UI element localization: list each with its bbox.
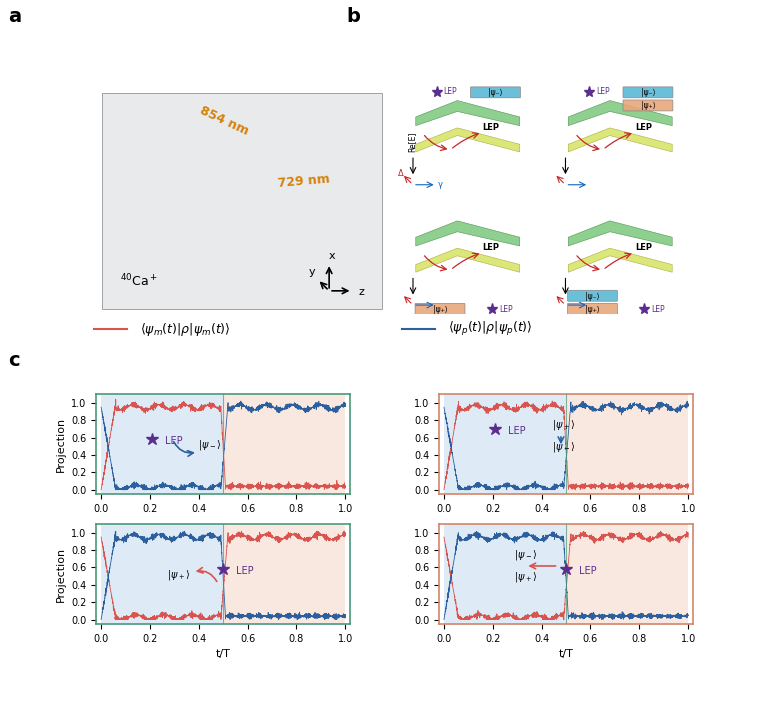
Text: y: y — [309, 267, 316, 277]
Text: Re[E]: Re[E] — [407, 132, 417, 152]
Text: a: a — [8, 7, 21, 26]
Bar — [444, 394, 566, 494]
Bar — [101, 524, 223, 624]
Y-axis label: Projection: Projection — [55, 416, 65, 472]
Polygon shape — [416, 100, 520, 125]
Text: 729 nm: 729 nm — [276, 173, 330, 191]
Text: γ: γ — [438, 180, 443, 189]
Bar — [223, 524, 345, 624]
Text: LEP: LEP — [482, 243, 499, 252]
Bar — [101, 394, 223, 494]
Bar — [566, 524, 688, 624]
FancyBboxPatch shape — [415, 304, 465, 314]
Text: Δ: Δ — [398, 169, 403, 178]
Text: LEP: LEP — [596, 87, 610, 96]
Polygon shape — [416, 221, 520, 246]
FancyBboxPatch shape — [567, 304, 618, 314]
Text: |ψ₋⟩: |ψ₋⟩ — [641, 88, 655, 97]
Text: c: c — [8, 350, 19, 369]
Text: LEP: LEP — [507, 426, 525, 436]
X-axis label: t/T: t/T — [558, 649, 574, 659]
Text: LEP: LEP — [579, 566, 596, 576]
Bar — [223, 394, 345, 494]
Polygon shape — [568, 128, 672, 152]
Text: 854 nm: 854 nm — [198, 104, 251, 137]
FancyBboxPatch shape — [470, 87, 521, 98]
FancyBboxPatch shape — [623, 87, 673, 98]
Text: $\langle\psi_m(t)|\rho|\psi_m(t)\rangle$: $\langle\psi_m(t)|\rho|\psi_m(t)\rangle$ — [140, 321, 231, 338]
Text: LEP: LEP — [651, 305, 665, 313]
Text: |ψ₊⟩: |ψ₊⟩ — [433, 305, 447, 314]
Text: b: b — [346, 7, 360, 26]
Text: LEP: LEP — [482, 123, 499, 132]
Text: LEP: LEP — [499, 305, 513, 313]
Y-axis label: Projection: Projection — [55, 546, 65, 601]
X-axis label: t/T: t/T — [216, 649, 231, 659]
Polygon shape — [568, 221, 672, 246]
Text: |ψ₊⟩: |ψ₊⟩ — [641, 102, 655, 111]
Text: z: z — [358, 287, 364, 297]
FancyBboxPatch shape — [623, 100, 673, 111]
Text: LEP: LEP — [634, 123, 651, 132]
Text: LEP: LEP — [236, 566, 253, 576]
Text: $^{40}$Ca$^+$: $^{40}$Ca$^+$ — [119, 273, 158, 290]
Text: LEP: LEP — [444, 87, 457, 96]
Bar — [566, 394, 688, 494]
Text: x: x — [329, 251, 336, 261]
Text: |ψ₋⟩: |ψ₋⟩ — [488, 88, 503, 97]
Text: |ψ₋⟩: |ψ₋⟩ — [585, 292, 600, 301]
Text: $\langle\psi_p(t)|\rho|\psi_p(t)\rangle$: $\langle\psi_p(t)|\rho|\psi_p(t)\rangle$ — [447, 320, 532, 339]
Polygon shape — [416, 128, 520, 152]
FancyBboxPatch shape — [567, 290, 618, 301]
Text: LEP: LEP — [634, 243, 651, 252]
Polygon shape — [568, 248, 672, 272]
Text: LEP: LEP — [165, 436, 182, 446]
Bar — [444, 524, 566, 624]
Polygon shape — [568, 100, 672, 125]
Polygon shape — [416, 248, 520, 272]
Text: |ψ₊⟩: |ψ₊⟩ — [585, 305, 600, 314]
